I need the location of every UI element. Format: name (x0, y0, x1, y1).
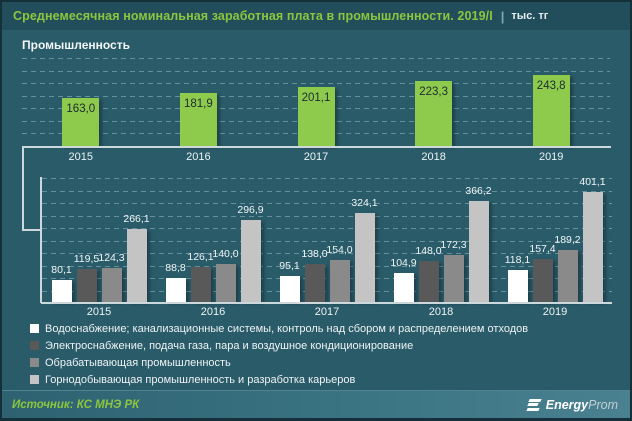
gridline (22, 58, 610, 59)
legend-swatch (30, 358, 39, 367)
sector-bar (330, 260, 350, 302)
sector-bar-value: 266,1 (115, 213, 159, 225)
sector-bar-value: 401,1 (571, 176, 615, 188)
sector-bar (77, 269, 97, 302)
sector-bar (558, 250, 578, 302)
year-label: 2018 (421, 151, 445, 163)
sector-bar (216, 264, 236, 302)
year-label: 2017 (304, 151, 328, 163)
industry-bar-value: 163,0 (62, 103, 99, 115)
page-title: Среднемесячная номинальная заработная пл… (13, 9, 493, 23)
logo-text-prom: Prom (588, 398, 618, 412)
energyprom-logo: EnergyProm (529, 397, 618, 412)
sector-bar (444, 255, 464, 302)
year-bar-group: 104,9148,0172,3366,2 (394, 177, 489, 302)
sector-bar (241, 220, 261, 302)
bottom-chart-year-labels: 2015 2016 2017 2018 2019 (42, 306, 612, 320)
year-label: 2015 (87, 306, 111, 318)
industry-bar-chart: 163,0 181,9 201,1 223,3 243,8 (22, 55, 610, 146)
sector-bar (583, 192, 603, 302)
legend-swatch (30, 341, 39, 350)
footer: Источник: КС МНЭ РК EnergyProm (2, 390, 630, 418)
legend-item: Водоснабжение; канализационные системы, … (30, 320, 528, 337)
bottom-chart-x-axis (41, 302, 612, 304)
sector-bar (305, 264, 325, 302)
legend-swatch (30, 375, 39, 384)
industry-bar-value: 243,8 (533, 80, 570, 92)
top-chart-x-axis (22, 146, 611, 148)
sector-grouped-bar-chart: 80,1119,5124,3266,188,8126,1140,0296,995… (42, 177, 612, 302)
legend-swatch (30, 324, 39, 333)
year-bar-group: 95,1138,0154,0324,1 (280, 177, 375, 302)
year-label: 2019 (539, 151, 563, 163)
sector-bar (533, 259, 553, 302)
logo-text-energy: Energy (546, 398, 588, 412)
legend-label: Обрабатывающая промышленность (45, 357, 231, 369)
legend-label: Горнодобывающая промышленность и разрабо… (45, 374, 355, 386)
breakdown-bracket-line (22, 229, 41, 231)
legend-item: Электроснабжение, подача газа, пара и во… (30, 337, 528, 354)
sector-bar (469, 201, 489, 302)
legend-label: Электроснабжение, подача газа, пара и во… (45, 340, 413, 352)
legend-item: Обрабатывающая промышленность (30, 354, 528, 371)
sector-bar (419, 261, 439, 302)
sector-bar-value: 366,2 (457, 185, 501, 197)
industry-bar-value: 223,3 (415, 86, 452, 98)
industry-bar: 223,3 (415, 81, 452, 146)
infographic-canvas: Среднемесячная номинальная заработная пл… (0, 0, 632, 421)
top-chart-title: Промышленность (22, 38, 130, 52)
sector-bar-value: 296,9 (229, 204, 273, 216)
year-label: 2015 (69, 151, 93, 163)
legend-label: Водоснабжение; канализационные системы, … (45, 323, 528, 335)
sector-bar (508, 270, 528, 302)
industry-bar-value: 181,9 (180, 98, 217, 110)
year-label: 2017 (315, 306, 339, 318)
year-label: 2016 (186, 151, 210, 163)
sector-bar (127, 229, 147, 302)
year-bar-group: 118,1157,4189,2401,1 (508, 177, 603, 302)
top-chart-year-labels: 2015 2016 2017 2018 2019 (22, 151, 610, 165)
gridline (22, 83, 610, 84)
year-bar-group: 80,1119,5124,3266,1 (52, 177, 147, 302)
industry-bar: 201,1 (298, 87, 335, 146)
sector-bar-value: 324,1 (343, 197, 387, 209)
sector-bar (52, 280, 72, 302)
title-units: тыс. тг (511, 10, 548, 22)
industry-bar: 243,8 (533, 75, 570, 146)
sector-bar (166, 278, 186, 302)
year-label: 2018 (429, 306, 453, 318)
legend: Водоснабжение; канализационные системы, … (30, 320, 528, 388)
breakdown-bracket-line (22, 148, 24, 230)
sector-bar (280, 276, 300, 302)
sector-bar (355, 213, 375, 302)
gridline (22, 71, 610, 72)
sector-bar (191, 267, 211, 302)
legend-item: Горнодобывающая промышленность и разрабо… (30, 371, 528, 388)
year-label: 2019 (543, 306, 567, 318)
industry-bar: 181,9 (180, 93, 217, 146)
title-bar: Среднемесячная номинальная заработная пл… (2, 2, 630, 30)
sector-bar (394, 273, 414, 302)
bottom-chart-y-axis (40, 177, 42, 303)
industry-bar-value: 201,1 (298, 92, 335, 104)
energyprom-logo-icon (529, 397, 541, 412)
year-label: 2016 (201, 306, 225, 318)
year-bar-group: 88,8126,1140,0296,9 (166, 177, 261, 302)
title-separator: | (501, 9, 505, 24)
industry-bar: 163,0 (62, 98, 99, 146)
sector-bar (102, 268, 122, 302)
source-label: Источник: КС МНЭ РК (12, 399, 139, 411)
